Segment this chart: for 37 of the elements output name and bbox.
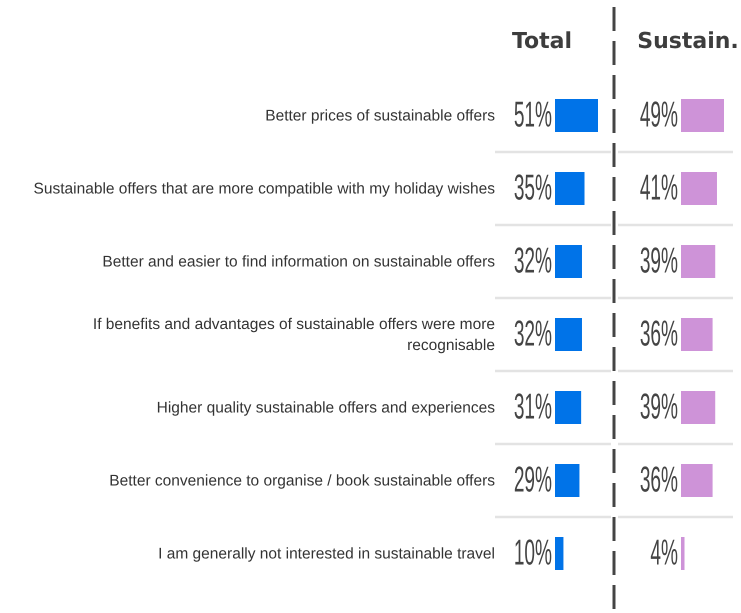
y-tick-label: Sustainable offers that are more compatible with my holiday wishes: [34, 180, 496, 198]
y-tick-label: Better and easier to find information on sustainable offers: [102, 254, 496, 270]
data-label: 32%: [514, 314, 552, 354]
bar: [555, 537, 564, 570]
data-label: 32%: [514, 241, 552, 282]
data-label: 36%: [640, 460, 678, 500]
data-label: 39%: [640, 387, 678, 428]
data-label: 49%: [640, 95, 678, 136]
chart-title: Sustain.: [637, 29, 739, 54]
data-label: 36%: [640, 314, 678, 354]
bar: [555, 172, 585, 205]
bar: [681, 99, 724, 132]
data-label: 31%: [514, 387, 552, 428]
data-label: 51%: [514, 95, 552, 136]
bar: [681, 172, 717, 205]
data-label: 41%: [640, 168, 678, 208]
y-tick-label: Better convenience to organise / book sustainable offers: [109, 472, 496, 490]
y-tick-label: Better prices of sustainable offers: [265, 108, 496, 124]
bar: [555, 391, 582, 424]
bar: [681, 537, 685, 570]
y-tick-label: If benefits and advantages of sustainable offers were more recognisable: [92, 316, 495, 354]
bar: [555, 464, 580, 497]
bar: [681, 318, 713, 351]
data-label: 39%: [640, 241, 678, 282]
y-tick-label: I am generally not interested in sustainable travel: [158, 546, 495, 562]
data-label: 4%: [650, 533, 678, 574]
data-label: 10%: [514, 533, 552, 574]
data-label: 35%: [514, 168, 552, 208]
bar: [555, 245, 582, 278]
bar: [681, 464, 713, 497]
bar: [555, 99, 598, 132]
y-tick-label: Higher quality sustainable offers and experiences: [156, 400, 496, 416]
bar: [681, 245, 716, 278]
bar: [555, 318, 582, 351]
chart-title: Total: [512, 29, 572, 54]
bar: [681, 391, 716, 424]
data-label: 29%: [514, 460, 552, 500]
